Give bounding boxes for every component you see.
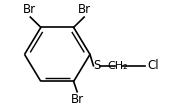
Text: Br: Br (78, 3, 91, 16)
Text: Br: Br (23, 3, 36, 16)
Text: S: S (93, 59, 101, 72)
Text: CH₂: CH₂ (107, 61, 128, 71)
Text: Cl: Cl (148, 59, 159, 72)
Text: Br: Br (71, 93, 84, 106)
